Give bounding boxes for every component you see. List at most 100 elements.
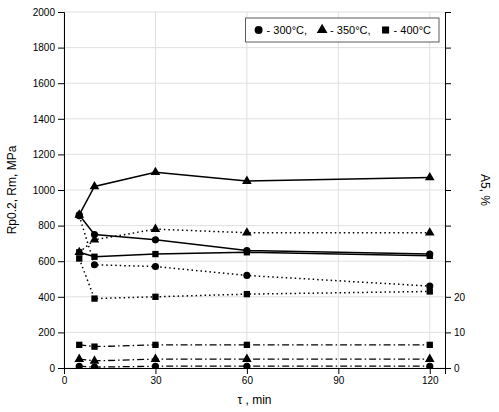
series-marker [76,363,83,368]
legend-entry: - 300°C, [255,24,307,36]
series [76,212,434,289]
y2-axis-tick-mark [445,83,451,84]
legend-symbol [382,26,389,33]
y-axis-tick-label: 2000 [33,7,56,18]
y2-axis-tick-mark [445,48,451,49]
series-marker [76,212,83,219]
series-marker [76,342,82,348]
series-line [79,216,430,286]
series [74,354,434,364]
y-axis-title: Rp0.2, Rm, MPa [5,145,19,234]
y2-axis-tick: 0 [445,363,460,374]
series-marker [151,354,161,362]
grid-line-y [64,47,445,48]
series-marker [242,227,252,235]
y-axis-tick-mark [58,190,64,191]
y2-axis-tick-mark [445,190,451,191]
y-axis-tick-mark [58,154,64,155]
x-axis-tick-mark [430,368,431,374]
x-axis-tick: 120 [422,368,439,386]
y-axis-tick: 1400 [33,114,64,125]
series-marker [244,342,250,348]
y-axis-tick-label: 1800 [33,42,56,53]
series-marker [74,247,84,255]
x-axis-tick-mark [155,368,156,374]
legend: - 300°C, - 350°C, - 400°C [246,18,439,42]
grid-line-y [64,225,445,226]
y-axis-tick-mark [58,226,64,227]
x-axis-line [65,369,446,375]
y-axis-tick: 400 [38,292,64,303]
series-marker [152,294,158,300]
y-axis-tick: 2000 [33,7,64,18]
x-axis-tick: 60 [242,368,254,386]
x-axis-tick-label: 0 [62,375,68,386]
x-axis-tick-mark [247,368,248,374]
y-axis-tick-mark [58,83,64,84]
series [74,224,434,255]
series [76,211,434,257]
x-axis-title: τ , min [237,393,271,407]
series [76,249,433,260]
y-axis-tick-label: 1200 [33,149,56,160]
y-axis-tick-mark [58,48,64,49]
y-axis-tick: 0 [49,363,64,374]
series-marker [91,343,97,349]
y2-axis-tick-label: 0 [454,363,460,374]
series-marker [152,251,158,257]
y2-axis-tick-mark [445,368,451,369]
series [74,167,434,218]
y-axis: 0 200 400 600 800 1000 1200 1400 1600 1800 2000 [33,7,65,374]
y-axis-tick: 1800 [33,42,64,53]
y-axis-tick-mark [58,12,64,13]
y2-axis-line [446,13,452,369]
x-axis-tick: 90 [333,368,345,386]
y-axis-tick-label: 1600 [33,78,56,89]
series-marker [76,255,82,261]
legend-label: - 400°C [394,24,431,36]
y2-axis-tick [445,226,451,227]
y-axis-tick-label: 1400 [33,114,56,125]
y2-axis-tick [445,48,451,49]
y-axis-tick-label: 400 [38,292,55,303]
grid-line-y [64,83,445,84]
y-axis-tick-mark [58,261,64,262]
grid-line-y [64,332,445,333]
y2-axis-tick-mark [445,297,451,298]
y2-axis-tick: 20 [445,292,466,303]
x-axis-tick-mark [338,368,339,374]
y-axis-tick: 1000 [33,185,64,196]
x-axis-tick: 0 [62,368,68,386]
y-axis-tick-label: 0 [49,363,55,374]
x-axis-tick-label: 90 [333,375,345,386]
y-axis-tick-label: 600 [38,256,55,267]
x-axis-tick-label: 120 [422,375,439,386]
y-axis-tick-label: 200 [38,327,55,338]
y2-axis: 0 10 20 [445,13,466,374]
y2-axis-title: A5, % [478,174,492,206]
y-axis-tick-label: 1000 [33,185,56,196]
y2-axis-tick-mark [445,261,451,262]
legend-frame [246,18,439,42]
legend-entry: - 400°C [382,24,431,36]
series-marker [90,355,100,363]
y2-axis-tick-label: 10 [454,327,466,338]
y-axis-line [58,13,65,369]
series-line [79,345,430,347]
y2-axis-tick [445,83,451,84]
plot: 0306090120020040060080010001200140016001… [5,7,492,407]
y-axis-tick: 800 [38,220,64,231]
series-marker [243,272,250,279]
legend-entry: - 350°C, [317,24,371,36]
series-marker [425,227,435,235]
series-marker [242,354,252,362]
grid-line-y [64,12,445,13]
series-marker [243,363,250,368]
series [76,255,433,301]
legend-symbol [317,24,328,33]
y2-axis-tick [445,12,451,13]
legend-symbol [255,26,263,34]
series-marker [425,354,435,362]
series-marker [244,291,250,297]
series-marker [425,172,435,180]
